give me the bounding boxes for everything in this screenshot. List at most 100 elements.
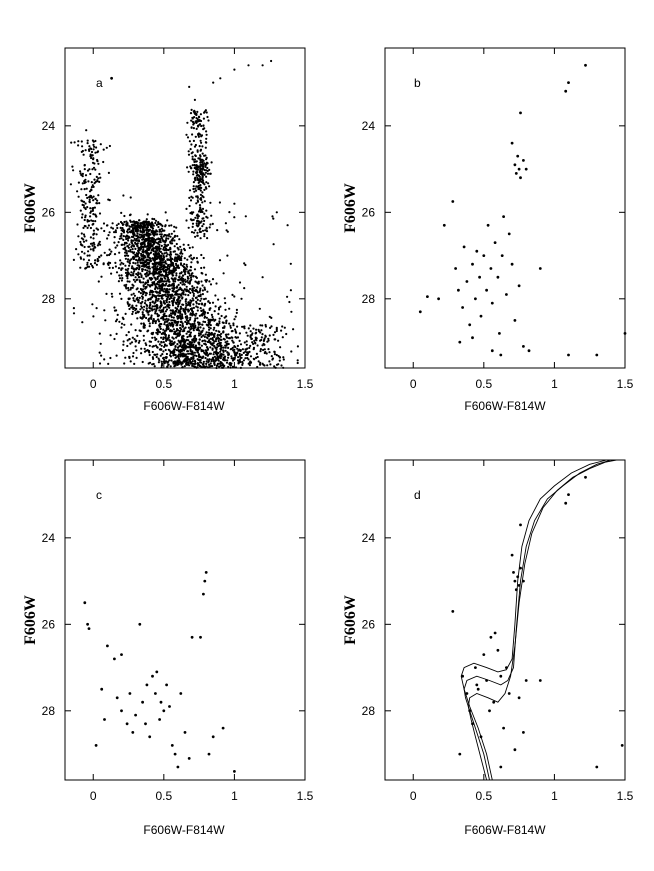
data-point xyxy=(91,184,94,187)
data-point xyxy=(180,250,183,254)
data-point xyxy=(110,272,113,275)
data-point xyxy=(232,322,235,325)
data-point xyxy=(96,244,99,247)
data-point xyxy=(208,331,211,334)
data-point xyxy=(109,356,112,360)
data-point xyxy=(193,351,196,354)
data-point xyxy=(86,226,89,229)
data-point xyxy=(88,145,91,148)
data-point xyxy=(185,133,188,136)
data-point xyxy=(200,302,203,305)
data-point xyxy=(144,299,147,302)
data-point xyxy=(171,293,174,296)
data-point xyxy=(216,362,219,365)
data-point xyxy=(151,239,154,242)
data-point xyxy=(217,359,220,362)
data-point xyxy=(199,289,202,292)
data-point xyxy=(207,182,210,185)
data-point xyxy=(88,200,91,203)
data-point xyxy=(196,231,199,234)
data-point xyxy=(200,313,203,316)
data-point xyxy=(153,218,156,221)
data-point xyxy=(191,225,194,228)
data-point xyxy=(468,323,472,327)
data-point xyxy=(177,266,181,269)
data-point xyxy=(224,344,227,347)
data-point xyxy=(505,666,508,669)
data-point xyxy=(510,553,514,557)
data-point xyxy=(252,327,255,330)
data-point xyxy=(129,213,132,216)
data-point xyxy=(121,316,124,319)
data-point xyxy=(105,292,108,295)
data-point xyxy=(96,180,99,183)
data-point xyxy=(144,268,147,271)
data-point xyxy=(225,321,228,325)
data-point xyxy=(190,307,194,310)
data-point xyxy=(262,363,265,366)
data-point xyxy=(131,242,134,245)
data-point xyxy=(91,266,95,269)
data-point xyxy=(202,163,205,166)
data-point xyxy=(148,246,151,249)
data-point xyxy=(140,352,143,355)
data-point xyxy=(92,157,95,160)
data-point xyxy=(151,333,154,336)
data-point xyxy=(213,310,216,313)
data-point xyxy=(164,224,167,227)
data-point xyxy=(198,290,201,293)
data-point xyxy=(187,352,190,355)
data-point xyxy=(143,243,146,246)
data-point xyxy=(89,147,92,150)
data-point xyxy=(476,687,480,691)
data-point xyxy=(261,64,264,67)
data-point xyxy=(154,219,158,222)
data-point xyxy=(162,270,166,273)
data-point xyxy=(141,288,145,291)
data-point xyxy=(195,189,198,192)
data-point xyxy=(100,227,103,230)
data-point xyxy=(249,336,252,339)
data-point xyxy=(158,271,161,274)
data-point xyxy=(199,155,202,158)
data-point xyxy=(162,280,166,283)
data-point xyxy=(144,249,147,252)
data-point xyxy=(86,622,89,626)
data-point xyxy=(102,148,105,151)
data-point xyxy=(195,354,198,358)
data-point xyxy=(181,337,184,340)
data-point xyxy=(134,241,137,244)
data-point xyxy=(482,254,486,257)
data-point xyxy=(131,310,134,313)
data-point xyxy=(202,165,205,168)
data-point xyxy=(180,294,183,297)
data-point xyxy=(187,150,190,153)
data-point xyxy=(113,337,116,341)
data-point xyxy=(204,349,207,352)
data-point xyxy=(192,362,195,365)
data-point xyxy=(202,320,205,323)
data-point xyxy=(199,237,202,240)
data-point xyxy=(165,295,168,298)
data-point xyxy=(151,236,154,239)
data-point xyxy=(196,306,199,309)
data-point xyxy=(204,571,208,574)
data-point xyxy=(129,250,132,253)
data-point xyxy=(192,170,195,173)
data-point xyxy=(126,344,129,348)
data-point xyxy=(95,146,98,149)
data-point xyxy=(178,359,181,362)
data-point xyxy=(129,273,132,276)
data-point xyxy=(178,330,181,333)
data-point xyxy=(190,257,193,260)
x-axis-label: F606W-F814W xyxy=(143,823,225,837)
data-point xyxy=(203,335,206,338)
plot-frame xyxy=(64,47,306,369)
data-point xyxy=(257,360,260,363)
data-point xyxy=(201,329,204,332)
data-point xyxy=(142,250,145,253)
data-point xyxy=(175,272,178,275)
data-point xyxy=(197,157,200,160)
data-point xyxy=(165,287,169,291)
data-point xyxy=(127,254,130,257)
